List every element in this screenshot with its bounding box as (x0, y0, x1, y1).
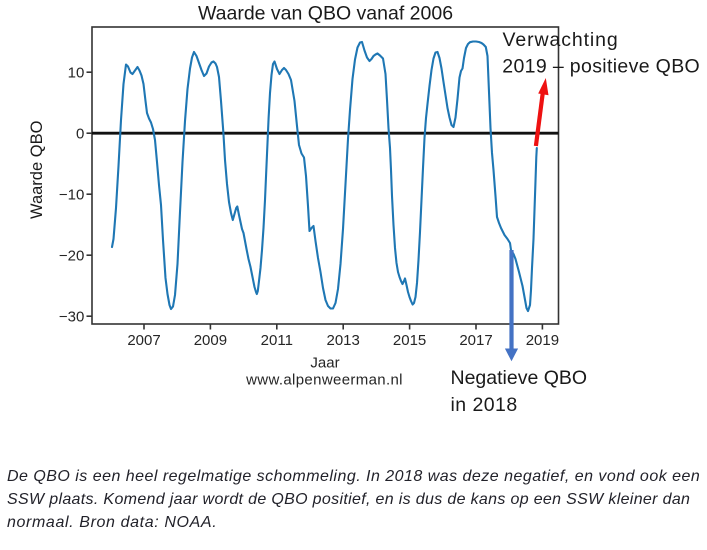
svg-text:2009: 2009 (194, 332, 227, 349)
svg-text:2015: 2015 (393, 332, 426, 349)
svg-text:Waarde van QBO vanaf 2006: Waarde van QBO vanaf 2006 (198, 3, 453, 25)
svg-text:2019 – positieve QBO: 2019 – positieve QBO (502, 55, 700, 77)
svg-text:2017: 2017 (459, 332, 492, 349)
svg-text:−20: −20 (59, 247, 84, 264)
svg-text:2007: 2007 (127, 332, 160, 349)
svg-text:in 2018: in 2018 (451, 394, 518, 416)
svg-text:2013: 2013 (327, 332, 360, 349)
svg-text:10: 10 (68, 64, 85, 81)
svg-text:0: 0 (76, 125, 84, 142)
svg-text:−30: −30 (59, 308, 84, 325)
svg-text:www.alpenweerman.nl: www.alpenweerman.nl (245, 372, 403, 389)
svg-text:Waarde QBO: Waarde QBO (28, 120, 46, 219)
svg-text:Negatieve QBO: Negatieve QBO (451, 367, 588, 389)
svg-text:Verwachting: Verwachting (503, 29, 619, 51)
svg-text:−10: −10 (59, 186, 84, 203)
svg-text:2019: 2019 (526, 332, 559, 349)
svg-text:2011: 2011 (261, 332, 293, 349)
svg-text:Jaar: Jaar (310, 355, 339, 372)
